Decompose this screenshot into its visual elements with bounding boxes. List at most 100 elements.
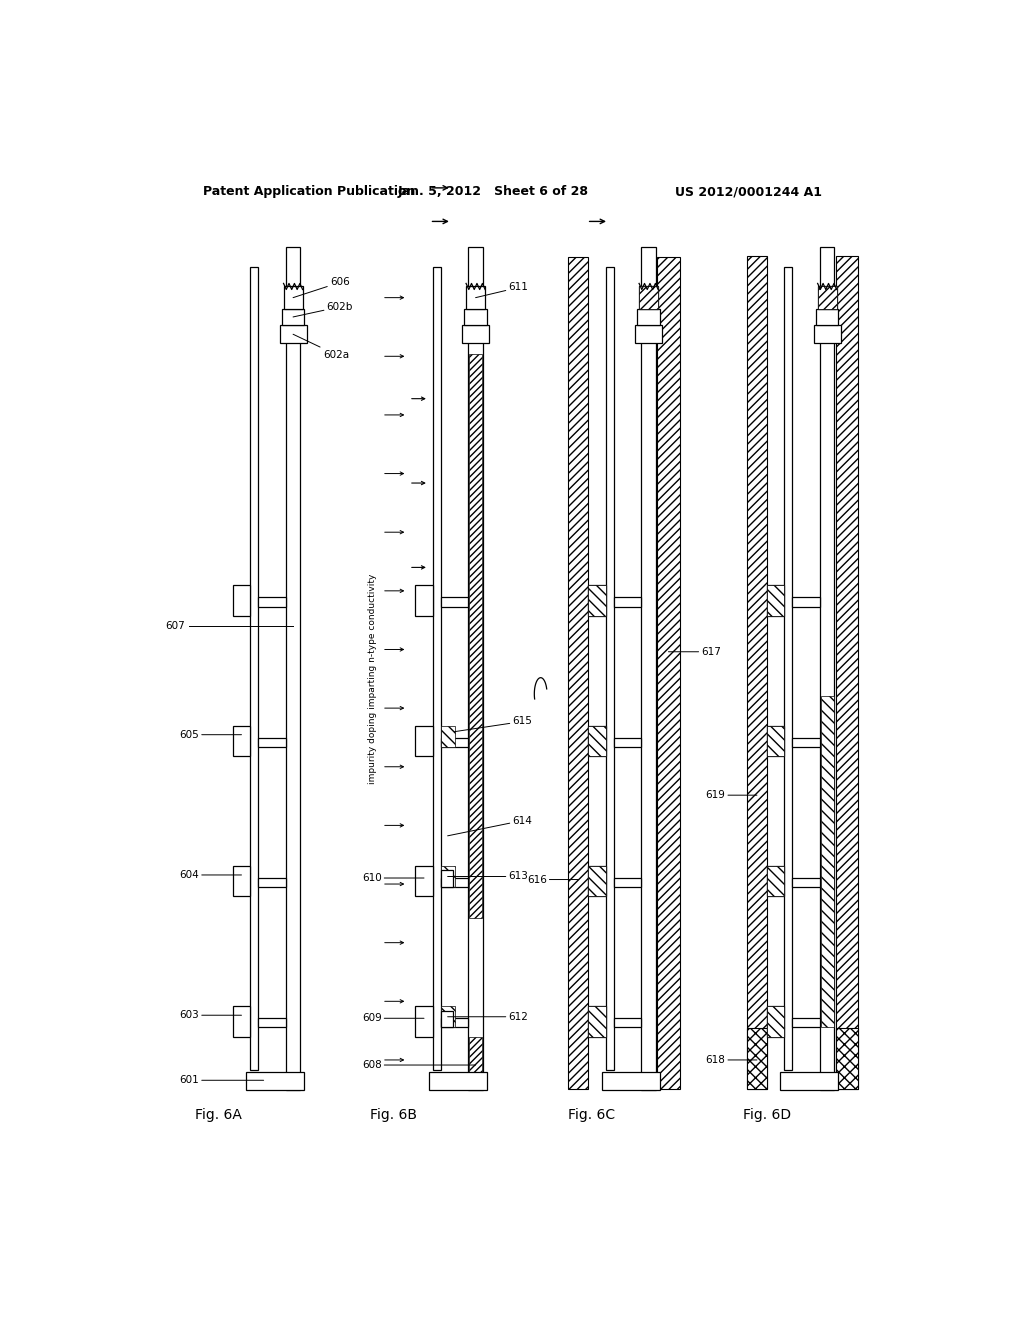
Bar xyxy=(613,1018,641,1027)
Bar xyxy=(657,257,680,1089)
Bar xyxy=(258,878,286,887)
Bar xyxy=(793,598,820,607)
Text: 618: 618 xyxy=(706,1055,757,1065)
Bar xyxy=(793,878,820,887)
Bar xyxy=(588,726,606,756)
Text: 616: 616 xyxy=(526,875,579,884)
Bar xyxy=(232,726,250,756)
Text: 614: 614 xyxy=(447,816,532,836)
Bar xyxy=(602,1072,659,1090)
Bar xyxy=(416,1006,433,1036)
Text: Jan. 5, 2012   Sheet 6 of 28: Jan. 5, 2012 Sheet 6 of 28 xyxy=(397,185,589,198)
Bar xyxy=(440,1006,455,1027)
Text: Fig. 6B: Fig. 6B xyxy=(370,1107,417,1122)
Text: 606: 606 xyxy=(293,277,350,297)
Bar xyxy=(468,247,482,1090)
Text: 601: 601 xyxy=(179,1076,263,1085)
Bar xyxy=(780,1072,839,1090)
Text: 602b: 602b xyxy=(293,302,353,317)
Text: 611: 611 xyxy=(475,282,528,297)
Text: Fig. 6A: Fig. 6A xyxy=(196,1107,243,1122)
Bar xyxy=(767,866,784,896)
Text: 603: 603 xyxy=(179,1010,242,1020)
Text: 608: 608 xyxy=(361,1060,475,1071)
Bar xyxy=(639,286,658,309)
Bar xyxy=(232,1006,250,1036)
Bar xyxy=(638,309,659,325)
Bar xyxy=(635,325,663,343)
Bar xyxy=(820,247,835,1090)
Bar xyxy=(588,1006,606,1036)
Bar xyxy=(767,1006,784,1036)
Bar xyxy=(469,354,482,917)
Bar xyxy=(639,286,658,309)
Bar xyxy=(767,1006,784,1036)
Bar xyxy=(836,256,858,1089)
Bar xyxy=(814,325,841,343)
Text: impurity doping imparting n-type conductivity: impurity doping imparting n-type conduct… xyxy=(368,574,377,784)
Bar xyxy=(793,1018,820,1027)
Bar xyxy=(588,585,606,616)
Bar xyxy=(440,1018,468,1027)
Bar xyxy=(767,866,784,896)
Bar xyxy=(250,267,258,1071)
Bar xyxy=(746,256,767,1089)
Bar xyxy=(767,585,784,616)
Bar xyxy=(440,878,468,887)
Bar xyxy=(465,309,486,325)
Bar xyxy=(258,598,286,607)
Text: 615: 615 xyxy=(455,717,532,731)
Bar xyxy=(416,726,433,756)
Bar xyxy=(286,247,300,1090)
Text: Fig. 6C: Fig. 6C xyxy=(568,1107,615,1122)
Bar xyxy=(746,1028,767,1089)
Bar xyxy=(613,598,641,607)
Bar xyxy=(246,1072,304,1090)
Bar xyxy=(440,738,468,747)
Bar xyxy=(429,1072,486,1090)
Bar xyxy=(588,866,606,896)
Bar xyxy=(258,1018,286,1027)
Text: US 2012/0001244 A1: US 2012/0001244 A1 xyxy=(676,185,822,198)
Bar xyxy=(284,286,303,309)
Text: 607: 607 xyxy=(166,622,185,631)
Bar xyxy=(767,585,784,616)
Bar xyxy=(440,866,455,887)
Bar xyxy=(767,726,784,756)
Bar xyxy=(821,696,834,1027)
Bar xyxy=(232,866,250,896)
Bar xyxy=(613,878,641,887)
Bar xyxy=(416,585,433,616)
Bar xyxy=(568,257,588,1089)
Text: 612: 612 xyxy=(447,1011,528,1022)
Text: 604: 604 xyxy=(179,870,242,880)
Bar xyxy=(440,598,468,607)
Bar xyxy=(613,738,641,747)
Bar xyxy=(588,585,606,616)
Bar xyxy=(282,309,304,325)
Bar xyxy=(588,866,606,896)
Bar xyxy=(784,267,793,1071)
Text: 602a: 602a xyxy=(293,334,349,359)
Text: 609: 609 xyxy=(361,1014,424,1023)
Bar xyxy=(280,325,306,343)
Bar xyxy=(641,247,655,1090)
Text: 613: 613 xyxy=(447,871,528,882)
Bar xyxy=(817,286,837,309)
Text: Fig. 6D: Fig. 6D xyxy=(743,1107,792,1122)
Bar xyxy=(816,309,839,325)
Bar xyxy=(793,738,820,747)
Bar xyxy=(767,726,784,756)
Bar xyxy=(588,1006,606,1036)
Bar xyxy=(440,870,454,887)
Bar xyxy=(232,585,250,616)
Bar xyxy=(606,267,613,1071)
Bar xyxy=(588,726,606,756)
Bar xyxy=(462,325,489,343)
Text: 617: 617 xyxy=(669,647,721,657)
Bar xyxy=(440,1011,454,1027)
Bar xyxy=(817,286,837,309)
Text: 619: 619 xyxy=(706,791,757,800)
Bar xyxy=(258,738,286,747)
Bar xyxy=(416,866,433,896)
